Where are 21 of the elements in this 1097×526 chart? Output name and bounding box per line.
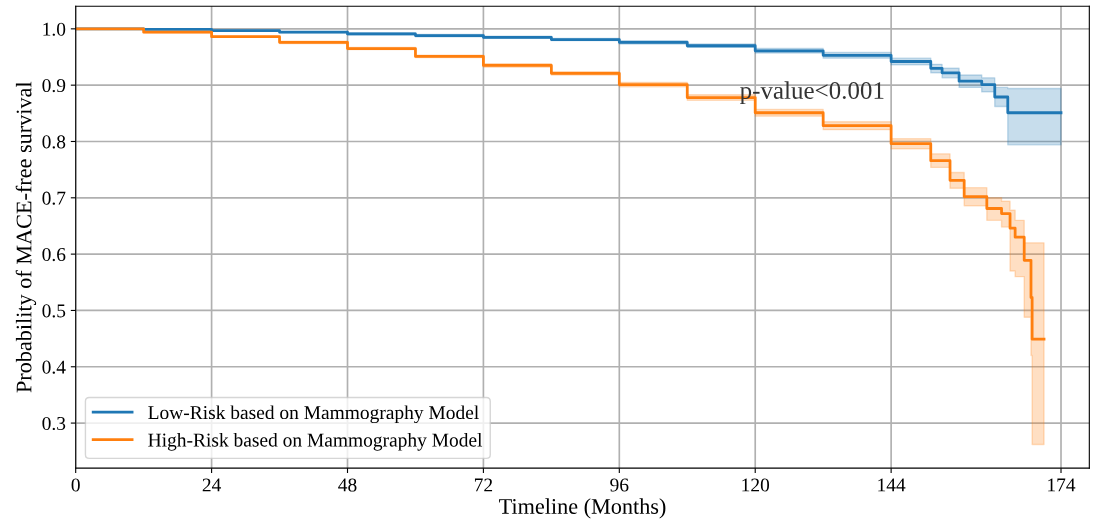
x-tick-label: 0 xyxy=(71,478,80,492)
x-axis-title: Timeline (Months) xyxy=(499,498,666,519)
annotation: p-value<0.001 xyxy=(740,81,884,104)
y-tick-label: 0.3 xyxy=(42,416,66,431)
x-tick-label: 174 xyxy=(1048,478,1076,492)
y-tick-label: 0.6 xyxy=(42,247,66,262)
y-tick-label: 1.0 xyxy=(43,22,66,36)
legend-label: Low-Risk based on Mammography Model xyxy=(148,405,479,424)
x-tick-label: 144 xyxy=(878,478,906,492)
y-axis-title: Probability of MACE-free survival xyxy=(15,81,37,393)
y-tick-label: 0.9 xyxy=(42,78,66,93)
x-tick-label: 24 xyxy=(202,478,222,492)
y-tick-label: 0.7 xyxy=(42,191,66,205)
x-tick-label: 96 xyxy=(610,478,629,492)
x-tick-label: 120 xyxy=(742,478,770,492)
x-tick-label: 48 xyxy=(338,478,357,492)
x-tick-label: 72 xyxy=(474,478,493,492)
legend-label: High-Risk based on Mammography Model xyxy=(148,432,483,451)
y-tick-label: 0.4 xyxy=(42,360,66,374)
y-tick-label: 0.5 xyxy=(42,304,66,318)
y-tick-label: 0.8 xyxy=(42,135,66,149)
